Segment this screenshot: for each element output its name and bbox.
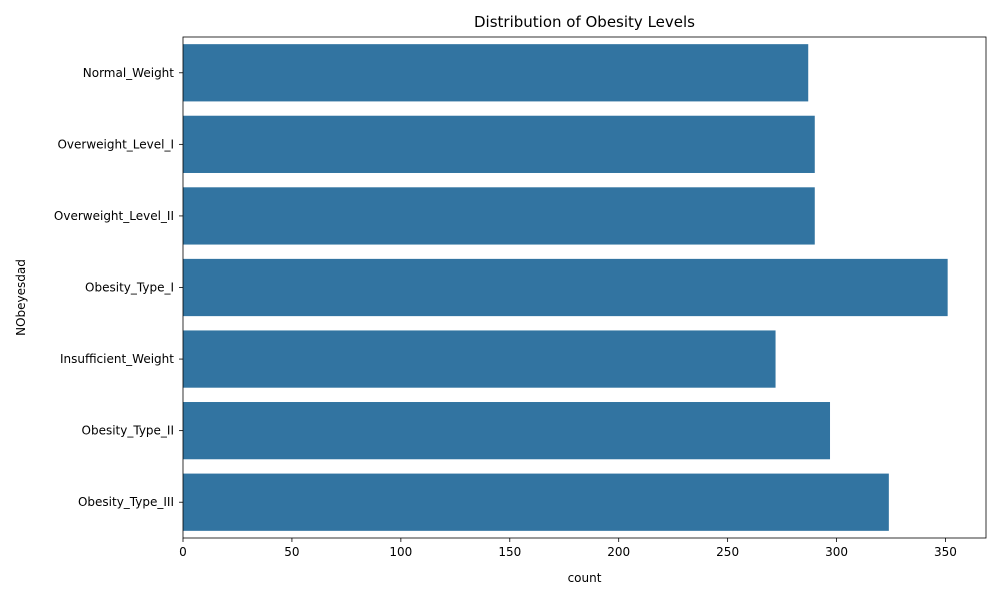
y-tick-label: Obesity_Type_I <box>85 281 174 295</box>
x-tick-labels: 0 50 100 150 200 250 300 350 <box>179 538 957 559</box>
bar-insufficient-weight <box>183 330 776 388</box>
x-tick-label: 0 <box>179 545 187 559</box>
y-axis-label: NObeyesdad <box>14 259 28 336</box>
bar-obesity-type-iii <box>183 473 889 531</box>
x-tick-label: 300 <box>825 545 848 559</box>
bar-overweight-level-ii <box>183 187 815 245</box>
y-tick-label: Overweight_Level_I <box>57 137 174 151</box>
y-tick-labels: Normal_Weight Overweight_Level_I Overweigh… <box>54 66 183 509</box>
x-tick-label: 50 <box>284 545 299 559</box>
bar-obesity-type-ii <box>183 402 831 460</box>
x-tick-label: 250 <box>716 545 739 559</box>
x-tick-label: 350 <box>934 545 957 559</box>
y-tick-label: Obesity_Type_II <box>82 424 174 438</box>
x-tick-label: 150 <box>498 545 521 559</box>
bars-layer <box>183 44 948 531</box>
plot-frame <box>182 36 987 539</box>
chart-title: Distribution of Obesity Levels <box>474 13 695 31</box>
y-tick-label: Insufficient_Weight <box>60 352 174 366</box>
bar-overweight-level-i <box>183 115 815 173</box>
bar-normal-weight <box>183 44 809 102</box>
plot-border <box>182 36 987 539</box>
x-tick-label: 100 <box>389 545 412 559</box>
y-tick-label: Overweight_Level_II <box>54 209 174 223</box>
y-tick-label: Normal_Weight <box>83 66 175 80</box>
x-tick-label: 200 <box>607 545 630 559</box>
bar-obesity-type-i <box>183 258 948 317</box>
x-axis-label: count <box>568 571 602 585</box>
y-tick-label: Obesity_Type_III <box>78 495 174 509</box>
